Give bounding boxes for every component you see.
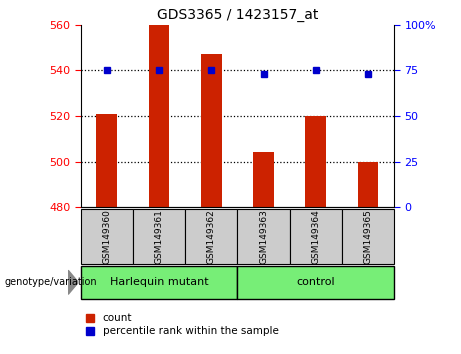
Text: genotype/variation: genotype/variation xyxy=(5,277,97,287)
Bar xyxy=(96,114,117,207)
FancyBboxPatch shape xyxy=(342,209,394,264)
Bar xyxy=(201,55,222,207)
FancyBboxPatch shape xyxy=(237,266,394,299)
Text: GSM149362: GSM149362 xyxy=(207,209,216,264)
FancyBboxPatch shape xyxy=(290,209,342,264)
Text: GSM149365: GSM149365 xyxy=(364,209,372,264)
Bar xyxy=(305,116,326,207)
Text: control: control xyxy=(296,277,335,287)
FancyBboxPatch shape xyxy=(185,209,237,264)
Bar xyxy=(358,161,378,207)
Bar xyxy=(253,152,274,207)
Text: GSM149363: GSM149363 xyxy=(259,209,268,264)
Text: GSM149360: GSM149360 xyxy=(102,209,111,264)
FancyBboxPatch shape xyxy=(81,266,237,299)
Polygon shape xyxy=(68,270,78,295)
FancyBboxPatch shape xyxy=(133,209,185,264)
Text: GSM149361: GSM149361 xyxy=(154,209,164,264)
FancyBboxPatch shape xyxy=(237,209,290,264)
Legend: count, percentile rank within the sample: count, percentile rank within the sample xyxy=(86,313,278,336)
Text: Harlequin mutant: Harlequin mutant xyxy=(110,277,208,287)
Text: GSM149364: GSM149364 xyxy=(311,209,320,264)
FancyBboxPatch shape xyxy=(81,209,133,264)
Title: GDS3365 / 1423157_at: GDS3365 / 1423157_at xyxy=(157,8,318,22)
Bar xyxy=(148,25,170,207)
